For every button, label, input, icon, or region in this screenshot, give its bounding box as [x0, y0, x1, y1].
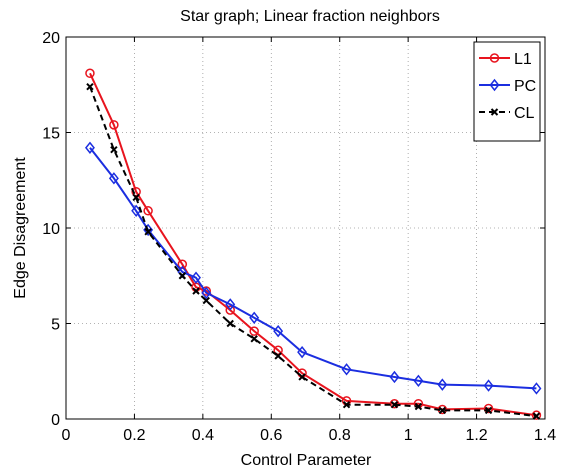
series-pc-point: [201, 286, 212, 300]
x-tick-label: 0.4: [192, 427, 214, 444]
grid: [66, 37, 545, 419]
series-pc-point: [297, 345, 308, 359]
legend-item-l1: L1: [479, 51, 532, 68]
series-l1-point: [225, 305, 235, 315]
series-l1-point: [177, 259, 188, 270]
series-l1: [85, 68, 542, 420]
series-cl-point: [226, 319, 234, 328]
series-cl-point: [298, 373, 306, 381]
series-l1-point: [143, 206, 153, 216]
series-l1-point: [531, 410, 542, 420]
x-tick-label: 1.2: [465, 427, 487, 444]
series-pc-point: [531, 382, 542, 395]
series-pc-point: [84, 141, 95, 154]
plot-frame: [65, 36, 546, 420]
legend-items: L1 PC CL: [479, 51, 536, 122]
series-cl-point: [132, 193, 140, 202]
series-cl-line: [89, 86, 537, 418]
series-cl-point: [438, 406, 447, 415]
series-pc-point: [225, 298, 236, 311]
x-axis-label: Control Parameter: [241, 452, 372, 469]
x-tick-label: 1: [404, 427, 413, 444]
series-cl-point: [274, 352, 282, 360]
y-tick-label: 20: [42, 30, 60, 47]
x-tick-label: 0.6: [260, 427, 282, 444]
series-pc-point: [143, 223, 154, 237]
series-pc-point: [191, 271, 201, 284]
y-tick-label: 15: [42, 126, 60, 143]
series-l1-point: [109, 120, 119, 130]
chart-title: Star graph; Linear fraction neighbors: [180, 8, 440, 25]
x-tick-label: 0: [62, 427, 71, 444]
y-tick-label: 5: [51, 317, 60, 334]
x-tick-label: 0.8: [329, 427, 351, 444]
series-cl-point: [144, 228, 152, 236]
series-cl: [86, 82, 541, 420]
series-pc-point: [131, 204, 142, 218]
series-cl-point: [178, 272, 187, 280]
series-cl-point: [110, 145, 118, 154]
legend-label: L1: [514, 51, 532, 68]
series-cl-point: [202, 296, 210, 305]
series-pc-point: [437, 378, 448, 391]
series-l1-line: [89, 72, 537, 417]
series-pc-point: [483, 379, 494, 392]
series-pc-point: [489, 78, 500, 92]
x-tick-label: 1.4: [534, 427, 556, 444]
series-l1-point: [273, 345, 283, 355]
series-cl-point: [390, 400, 399, 409]
x-tick-label: 0.2: [123, 427, 145, 444]
series-pc-line: [89, 147, 537, 390]
series-cl-point: [414, 402, 423, 411]
legend-item-pc: PC: [479, 78, 536, 95]
y-axis-label: Edge Disagreement: [12, 157, 29, 299]
series-l1-point: [131, 186, 141, 197]
series-pc-point: [413, 374, 424, 388]
legend: L1 PC CL: [473, 41, 541, 142]
series-pc-point: [341, 363, 352, 376]
series-l1-point: [483, 403, 494, 414]
series-cl-point: [490, 108, 499, 116]
series-cl-point: [484, 406, 493, 415]
y-tick-label: 10: [42, 221, 60, 238]
series-cl-point: [532, 412, 541, 420]
legend-item-cl: CL: [479, 105, 535, 122]
series-cl-point: [250, 335, 258, 343]
series-pc-point: [273, 324, 284, 338]
series-cl-point: [342, 400, 351, 409]
series-pc-point: [249, 311, 260, 324]
series-group: [84, 68, 542, 420]
legend-label: PC: [514, 78, 536, 95]
series-cl-point: [86, 82, 94, 91]
series-pc: [84, 141, 542, 395]
series-pc-point: [108, 172, 119, 185]
legend-label: CL: [514, 105, 535, 122]
axis-tick-labels: 0 0.2 0.4 0.6 0.8 1 1.2 1.4 0 5 10 15 20: [42, 30, 556, 444]
series-cl-point: [192, 287, 200, 295]
series-l1-point: [489, 53, 500, 63]
y-tick-label: 0: [51, 412, 60, 429]
series-l1-point: [249, 326, 259, 336]
axis-ticks: [65, 36, 546, 420]
series-pc-point: [389, 370, 400, 384]
series-l1-point: [85, 68, 95, 79]
